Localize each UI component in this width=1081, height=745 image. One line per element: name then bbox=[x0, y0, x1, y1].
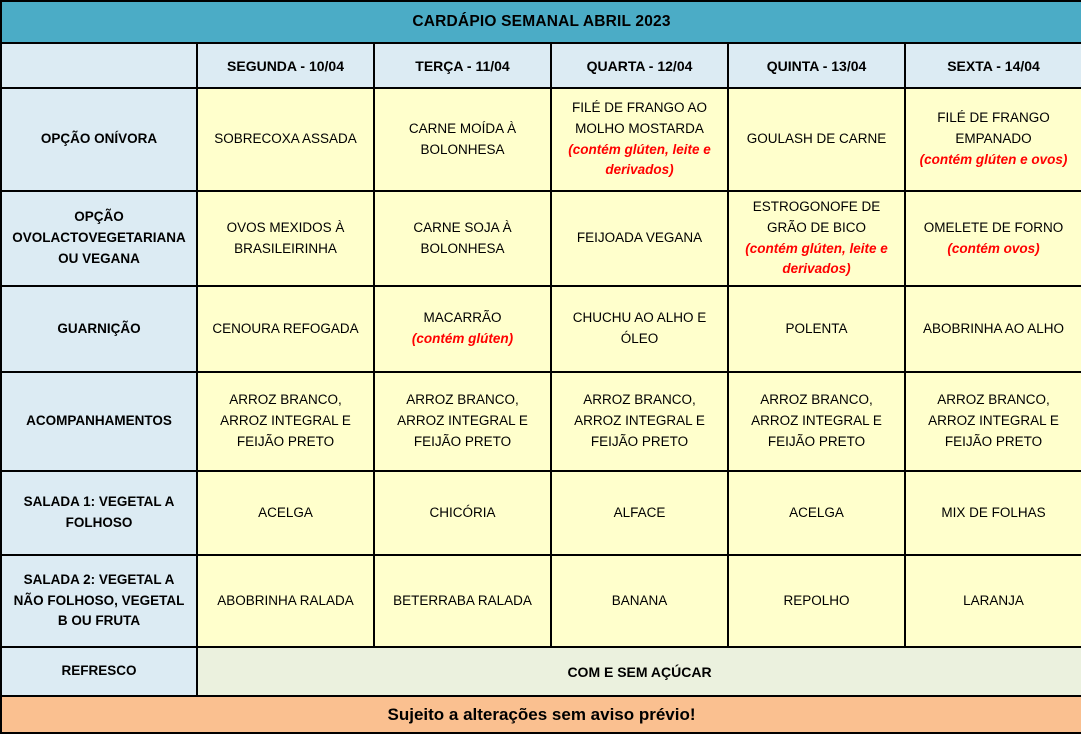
menu-cell: BETERRABA RALADA bbox=[373, 554, 552, 648]
row-header-guarnicao: GUARNIÇÃO bbox=[0, 285, 198, 373]
menu-item-text: BETERRABA RALADA bbox=[393, 592, 532, 608]
allergen-note: (contém ovos) bbox=[947, 240, 1040, 256]
menu-item-text: CENOURA REFOGADA bbox=[212, 320, 359, 336]
menu-cell: ACELGA bbox=[196, 470, 375, 556]
menu-cell: ACELGA bbox=[727, 470, 906, 556]
menu-item-text: CHUCHU AO ALHO E ÓLEO bbox=[572, 310, 707, 346]
menu-cell: MACARRÃO (contém glúten) bbox=[373, 285, 552, 373]
menu-item-text: CARNE MOÍDA À BOLONHESA bbox=[408, 120, 517, 157]
menu-cell: GOULASH DE CARNE bbox=[727, 87, 906, 192]
menu-item-text: FILÉ DE FRANGO AO MOLHO MOSTARDA bbox=[571, 99, 708, 136]
menu-cell: FILÉ DE FRANGO EMPANADO (contém glúten e… bbox=[903, 87, 1081, 192]
menu-item-text: POLENTA bbox=[785, 320, 848, 336]
menu-cell: CHICÓRIA bbox=[373, 470, 552, 556]
menu-item-text: SOBRECOXA ASSADA bbox=[214, 131, 357, 147]
menu-item-text: FILÉ DE FRANGO EMPANADO bbox=[937, 110, 1050, 147]
menu-cell: FILÉ DE FRANGO AO MOLHO MOSTARDA (contém… bbox=[550, 87, 729, 192]
menu-cell: SOBRECOXA ASSADA bbox=[196, 87, 375, 192]
row-header-salada-1: SALADA 1: VEGETAL A FOLHOSO bbox=[0, 470, 198, 556]
page-title: CARDÁPIO SEMANAL ABRIL 2023 bbox=[0, 0, 1081, 44]
menu-cell: ARROZ BRANCO, ARROZ INTEGRAL E FEIJÃO PR… bbox=[196, 371, 375, 472]
menu-cell: ESTROGONOFE DE GRÃO DE BICO (contém glút… bbox=[727, 190, 906, 287]
menu-item-text: CHICÓRIA bbox=[429, 504, 496, 520]
allergen-note: (contém glúten) bbox=[411, 331, 514, 346]
menu-item-text: OVOS MEXIDOS À BRASILEIRINHA bbox=[226, 219, 345, 256]
menu-cell: REPOLHO bbox=[727, 554, 906, 648]
menu-cell: POLENTA bbox=[727, 285, 906, 373]
menu-cell: CARNE SOJA À BOLONHESA bbox=[373, 190, 552, 287]
table-row: ACOMPANHAMENTOS ARROZ BRANCO, ARROZ INTE… bbox=[0, 371, 1081, 472]
allergen-note: (contém glúten, leite e derivados) bbox=[568, 141, 711, 178]
menu-cell: CHUCHU AO ALHO E ÓLEO bbox=[550, 285, 729, 373]
menu-cell: CARNE MOÍDA À BOLONHESA bbox=[373, 87, 552, 192]
menu-item-text: GOULASH DE CARNE bbox=[746, 131, 887, 147]
menu-item-text: ARROZ BRANCO, ARROZ INTEGRAL E FEIJÃO PR… bbox=[928, 392, 1059, 449]
table-row: SALADA 2: VEGETAL A NÃO FOLHOSO, VEGETAL… bbox=[0, 554, 1081, 648]
table-row: SALADA 1: VEGETAL A FOLHOSO ACELGA CHICÓ… bbox=[0, 470, 1081, 556]
menu-cell: CENOURA REFOGADA bbox=[196, 285, 375, 373]
menu-item-text: ARROZ BRANCO, ARROZ INTEGRAL E FEIJÃO PR… bbox=[220, 392, 351, 449]
menu-item-text: ARROZ BRANCO, ARROZ INTEGRAL E FEIJÃO PR… bbox=[574, 392, 705, 449]
menu-cell: ABOBRINHA RALADA bbox=[196, 554, 375, 648]
menu-cell: ARROZ BRANCO, ARROZ INTEGRAL E FEIJÃO PR… bbox=[550, 371, 729, 472]
menu-cell: LARANJA bbox=[903, 554, 1081, 648]
menu-item-text: ALFACE bbox=[613, 504, 666, 520]
col-header-quarta: QUARTA - 12/04 bbox=[550, 42, 729, 89]
menu-cell: FEIJOADA VEGANA bbox=[550, 190, 729, 287]
menu-item-text: BANANA bbox=[611, 592, 668, 608]
row-header-refresco: REFRESCO bbox=[0, 646, 198, 697]
menu-cell: MIX DE FOLHAS bbox=[903, 470, 1081, 556]
menu-item-text: ACELGA bbox=[258, 504, 313, 520]
allergen-note: (contém glúten e ovos) bbox=[919, 151, 1068, 167]
allergen-note: (contém glúten, leite e derivados) bbox=[745, 240, 888, 277]
menu-item-text: ACELGA bbox=[789, 504, 844, 520]
menu-item-text: ABOBRINHA RALADA bbox=[217, 592, 354, 608]
menu-item-text: FEIJOADA VEGANA bbox=[576, 230, 703, 246]
menu-item-text: ARROZ BRANCO, ARROZ INTEGRAL E FEIJÃO PR… bbox=[751, 392, 882, 449]
table-row: OPÇÃO ONÍVORA SOBRECOXA ASSADA CARNE MOÍ… bbox=[0, 87, 1081, 192]
row-header-salada-2: SALADA 2: VEGETAL A NÃO FOLHOSO, VEGETAL… bbox=[0, 554, 198, 648]
row-header-opcao-onivora: OPÇÃO ONÍVORA bbox=[0, 87, 198, 192]
menu-item-text: ARROZ BRANCO, ARROZ INTEGRAL E FEIJÃO PR… bbox=[397, 392, 528, 449]
menu-cell: OVOS MEXIDOS À BRASILEIRINHA bbox=[196, 190, 375, 287]
menu-cell: ABOBRINHA AO ALHO bbox=[903, 285, 1081, 373]
corner-cell bbox=[0, 42, 198, 89]
col-header-quinta: QUINTA - 13/04 bbox=[727, 42, 906, 89]
menu-cell: ARROZ BRANCO, ARROZ INTEGRAL E FEIJÃO PR… bbox=[903, 371, 1081, 472]
col-header-sexta: SEXTA - 14/04 bbox=[903, 42, 1081, 89]
row-header-acompanhamentos: ACOMPANHAMENTOS bbox=[0, 371, 198, 472]
table-row: REFRESCO COM E SEM AÇÚCAR bbox=[0, 646, 1081, 697]
menu-item-text: MIX DE FOLHAS bbox=[941, 504, 1046, 520]
menu-item-text: ESTROGONOFE DE GRÃO DE BICO bbox=[752, 198, 881, 235]
menu-item-text: LARANJA bbox=[963, 592, 1024, 608]
footer-notice: Sujeito a alterações sem aviso prévio! bbox=[0, 695, 1081, 734]
menu-item-text: MACARRÃO bbox=[423, 310, 502, 326]
row-header-ovolactovegetariana: OPÇÃO OVOLACTOVEGETARIANA OU VEGANA bbox=[0, 190, 198, 287]
menu-item-text: CARNE SOJA À BOLONHESA bbox=[413, 219, 512, 256]
table-row: OPÇÃO OVOLACTOVEGETARIANA OU VEGANA OVOS… bbox=[0, 190, 1081, 287]
menu-cell: ARROZ BRANCO, ARROZ INTEGRAL E FEIJÃO PR… bbox=[727, 371, 906, 472]
refresco-value: COM E SEM AÇÚCAR bbox=[195, 646, 1081, 697]
menu-item-text: OMELETE DE FORNO bbox=[923, 219, 1064, 235]
table-row: GUARNIÇÃO CENOURA REFOGADA MACARRÃO (con… bbox=[0, 285, 1081, 373]
menu-item-text: ABOBRINHA AO ALHO bbox=[922, 320, 1065, 336]
col-header-segunda: SEGUNDA - 10/04 bbox=[196, 42, 375, 89]
menu-cell: OMELETE DE FORNO (contém ovos) bbox=[903, 190, 1081, 287]
menu-item-text: REPOLHO bbox=[783, 592, 850, 608]
menu-cell: BANANA bbox=[550, 554, 729, 648]
col-header-terca: TERÇA - 11/04 bbox=[373, 42, 552, 89]
menu-cell: ALFACE bbox=[550, 470, 729, 556]
menu-cell: ARROZ BRANCO, ARROZ INTEGRAL E FEIJÃO PR… bbox=[373, 371, 552, 472]
